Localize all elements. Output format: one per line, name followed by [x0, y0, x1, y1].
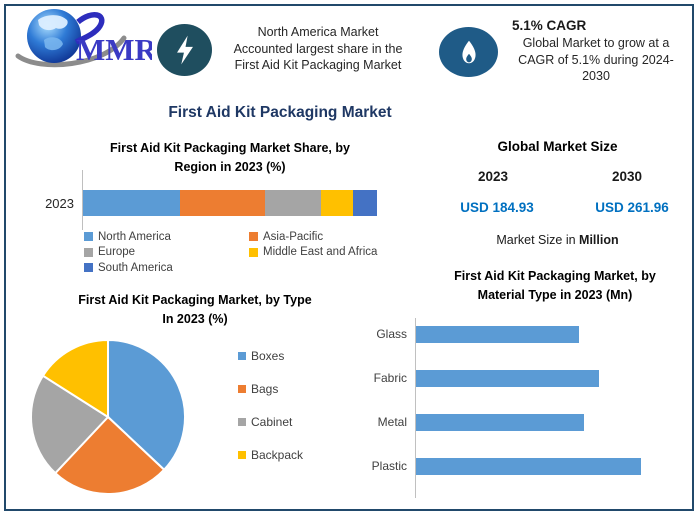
flame-icon [439, 27, 498, 77]
bar-segment [180, 190, 266, 216]
bar-track [415, 457, 665, 475]
legend-label: Boxes [251, 349, 285, 363]
material-chart-title: First Aid Kit Packaging Market, by Mater… [454, 269, 656, 302]
material-bar-row: Plastic [355, 444, 665, 488]
category-label: Metal [377, 415, 407, 429]
header-callout-text: North America Market Accounted largest s… [233, 25, 403, 72]
market-size-note-unit: Million [579, 233, 619, 247]
legend-item: Boxes [238, 349, 303, 363]
bar-segment [265, 190, 322, 216]
globe-icon: MMR [15, 9, 158, 68]
region-chart-axis [82, 170, 83, 230]
legend-swatch [238, 385, 246, 393]
material-bars: Glass Fabric Metal Plastic [355, 312, 665, 488]
material-bar-row: Fabric [355, 356, 665, 400]
region-chart-year-label: 2023 [45, 196, 74, 211]
legend-swatch [84, 263, 93, 273]
pie-slice [107, 338, 186, 472]
legend-label: Asia-Pacific [263, 230, 324, 243]
material-bar [416, 457, 641, 475]
market-size-year-2023: 2023 [477, 169, 509, 184]
legend-swatch [249, 232, 258, 242]
material-chart-axis [415, 318, 416, 498]
legend-label: North America [98, 230, 171, 243]
main-title: First Aid Kit Packaging Market [168, 104, 392, 121]
legend-item: Cabinet [238, 415, 303, 429]
pie-slice [53, 415, 166, 495]
market-size-note: Market Size in Million [440, 233, 675, 247]
type-chart-title: First Aid Kit Packaging Market, by Type … [78, 293, 312, 326]
bar-track [415, 325, 665, 343]
bar-segment [353, 190, 377, 216]
region-legend: North America Asia-Pacific Europe Middle Ea… [84, 229, 389, 276]
bar-segment [321, 190, 354, 216]
legend-item: Bags [238, 382, 303, 396]
lightning-bolt-icon [157, 24, 212, 76]
logo-text: MMR [76, 32, 152, 67]
material-bar [416, 413, 584, 431]
legend-label: South America [98, 261, 173, 274]
legend-label: Middle East and Africa [263, 246, 378, 259]
bar-segment [83, 190, 181, 216]
material-bar [416, 369, 599, 387]
cagr-block: 5.1% CAGR Global Market to grow at a CAG… [505, 18, 687, 85]
pie-slice [30, 374, 110, 475]
market-size-year-2030: 2030 [611, 169, 643, 184]
market-size-value-2023: USD 184.93 [460, 200, 534, 215]
legend-swatch [238, 451, 246, 459]
market-size-title: Global Market Size [497, 139, 618, 154]
pie-slice [41, 338, 109, 419]
bar-track [415, 413, 665, 431]
legend-swatch [84, 232, 93, 242]
legend-swatch [249, 247, 258, 257]
material-bar-row: Glass [355, 312, 665, 356]
legend-item: Europe [84, 245, 249, 261]
legend-item: Backpack [238, 448, 303, 462]
market-size-note-prefix: Market Size in [496, 233, 580, 247]
legend-label: Backpack [251, 448, 304, 462]
material-bar-row: Metal [355, 400, 665, 444]
cagr-title: 5.1% CAGR [512, 18, 587, 33]
type-pie-chart [30, 338, 186, 495]
legend-label: Bags [251, 382, 279, 396]
category-label: Fabric [373, 371, 407, 385]
type-legend: Boxes Bags Cabinet Backpack [238, 349, 303, 481]
legend-swatch [238, 418, 246, 426]
legend-swatch [84, 247, 93, 257]
legend-label: Europe [98, 246, 136, 259]
legend-item: Middle East and Africa [249, 245, 389, 261]
bar-track [415, 369, 665, 387]
region-stacked-bar [83, 190, 377, 216]
legend-label: Cabinet [251, 415, 293, 429]
category-label: Glass [376, 327, 407, 341]
legend-item: South America [84, 260, 249, 276]
category-label: Plastic [371, 459, 407, 473]
material-bar [416, 325, 579, 343]
cagr-description: Global Market to grow at a CAGR of 5.1% … [518, 36, 674, 83]
market-size-value-2030: USD 261.96 [595, 200, 669, 215]
region-chart-title: First Aid Kit Packaging Market Share, by… [110, 141, 350, 174]
legend-swatch [238, 352, 246, 360]
legend-item: North America [84, 229, 249, 245]
mmr-logo: MMR [12, 6, 158, 72]
legend-item: Asia-Pacific [249, 229, 389, 245]
